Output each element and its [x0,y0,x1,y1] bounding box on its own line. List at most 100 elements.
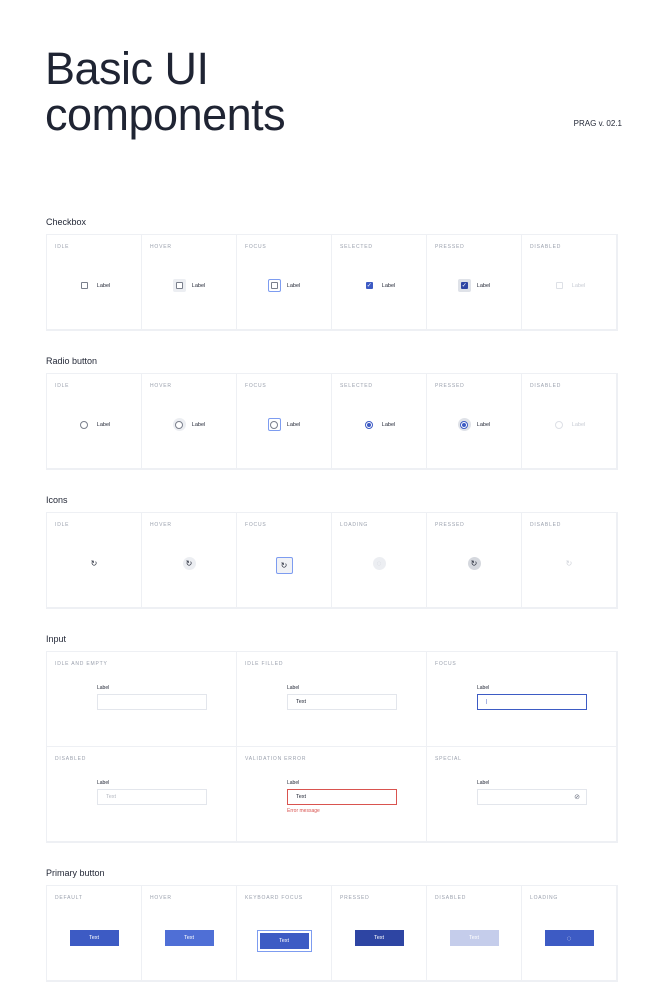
radio-label: Label [571,421,586,428]
state-label: Focus [245,383,267,389]
checkbox-checked[interactable]: ✓ [365,282,373,289]
button-text: Text [278,938,290,944]
state-cell: Idle ↻ [47,513,142,608]
refresh-icon: ↻ [565,558,573,568]
primary-button[interactable]: Text [449,930,499,946]
state-cell: Selected ✓ Label [332,235,427,330]
checkbox-wrapper [172,279,186,292]
radio[interactable] [175,420,184,429]
state-cell: Focus Label [237,374,332,469]
input-label: Label [287,780,300,786]
state-cell: Special Label ⊘ [427,747,617,842]
state-cell: Hover Text [142,886,237,981]
radio[interactable] [555,420,564,429]
primary-button[interactable]: ◌ [544,930,594,946]
button-holder: ◌ [522,930,616,946]
radio[interactable] [365,420,374,429]
state-cell: Idle and empty Label [47,652,237,747]
primary-button[interactable]: Text [354,930,404,946]
state-cell: Disabled Label Text [47,747,237,842]
focus-ring: Text [256,930,312,952]
state-label: Idle filled [245,661,284,667]
radio-wrapper [267,418,281,431]
radio[interactable] [80,420,89,429]
state-label: Keyboard focus [245,895,303,901]
eye-off-icon[interactable]: ⊘ [574,794,580,801]
state-label: Hover [150,522,172,528]
checkbox[interactable] [80,282,88,289]
icon-wrapper: ↻ [467,557,481,570]
button-text: Text [183,935,195,941]
primary-button-grid: Default Text Hover Text Keyboard focus Text Pr… [46,885,618,982]
checkbox[interactable] [270,282,278,289]
primary-button[interactable]: Text [69,930,119,946]
state-label: Hover [150,895,172,901]
checkbox-wrapper [78,279,91,292]
state-cell: Hover Label [142,235,237,330]
state-label: Idle [55,244,70,250]
state-label: Disabled [530,522,562,528]
checkbox-control[interactable]: Label [142,279,236,292]
text-input[interactable]: Text [97,789,207,805]
radio-wrapper [553,418,566,431]
text-input[interactable]: Text [287,789,397,805]
icon-button[interactable]: ↻ [522,557,616,570]
radio-section-title: Radio button [46,356,98,366]
radio-control[interactable]: Label [332,418,426,431]
primary-button[interactable]: Text [164,930,214,946]
button-holder: Text [47,930,141,946]
icon-button[interactable]: ↻ [237,557,331,574]
state-label: Default [55,895,83,901]
input-section-title: Input [46,634,67,644]
state-cell: Pressed Text [332,886,427,981]
button-text: Text [468,935,480,941]
checkbox-label: Label [571,282,586,289]
radio-control[interactable]: Label [142,418,236,431]
radio-label: Label [286,421,301,428]
checkbox-checked[interactable]: ✓ [460,282,468,289]
checkbox[interactable] [175,282,183,289]
icon-button[interactable]: ◌ [332,557,426,570]
checkbox-section-title: Checkbox [46,217,87,227]
checkbox-wrapper [267,279,281,292]
state-cell: Pressed ↻ [427,513,522,608]
state-cell: Default Text [47,886,142,981]
checkbox-control[interactable]: ✓ Label [427,279,521,292]
radio[interactable] [270,420,279,429]
text-input[interactable]: | [477,694,587,710]
input-label: Label [477,780,490,786]
radio-control[interactable]: Label [522,418,616,431]
icon-button[interactable]: ↻ [47,557,141,570]
state-label: Disabled [530,244,562,250]
checkbox-control[interactable]: Label [47,279,141,292]
icon-button[interactable]: ↻ [427,557,521,570]
checkbox-label: Label [286,282,301,289]
state-cell: Pressed Label [427,374,522,469]
page-title: Basic UI components [45,43,286,140]
radio-dot [367,422,372,427]
radio-control[interactable]: Label [237,418,331,431]
state-label: Special [435,756,462,762]
primary-button[interactable]: Text [259,933,309,949]
text-input[interactable] [97,694,207,710]
radio-control[interactable]: Label [427,418,521,431]
checkbox[interactable] [555,282,563,289]
radio-control[interactable]: Label [47,418,141,431]
checkbox-control[interactable]: Label [522,279,616,292]
state-cell: Disabled Text [427,886,522,981]
text-input[interactable]: Text [287,694,397,710]
icon-button[interactable]: ↻ [142,557,236,570]
input-field: Label Text [287,685,397,710]
input-label: Label [287,685,300,691]
radio[interactable] [460,420,469,429]
checkbox-control[interactable]: Label [237,279,331,292]
icons-section-title: Icons [46,495,68,505]
checkbox-control[interactable]: ✓ Label [332,279,426,292]
radio-label: Label [381,421,396,428]
input-field: Label Text Error message [287,780,397,814]
state-label: Idle [55,522,70,528]
state-cell: Focus ↻ [237,513,332,608]
text-input[interactable]: ⊘ [477,789,587,805]
icon-wrapper: ↻ [88,557,101,570]
state-label: Validation error [245,756,307,762]
